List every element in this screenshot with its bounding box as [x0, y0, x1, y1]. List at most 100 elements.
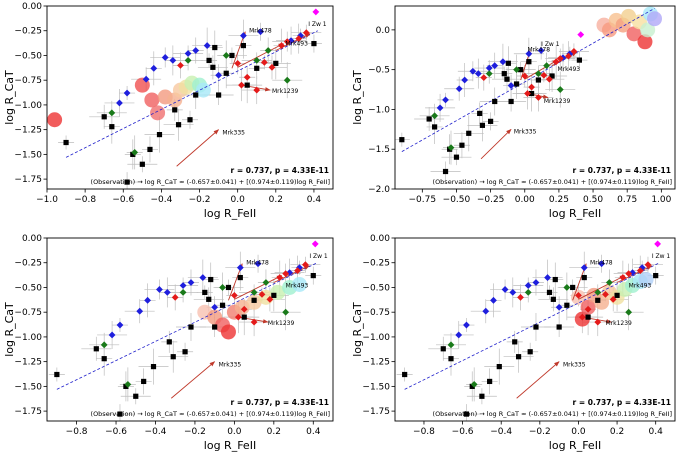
observation-point-black [570, 284, 576, 291]
y-tick-label: −0.75 [14, 308, 42, 318]
observation-point-blue [144, 296, 151, 304]
observation-point-red [636, 267, 644, 275]
correlation-stat: r = 0.737, p = 4.33E-11 [573, 398, 671, 407]
model-point [220, 324, 236, 340]
fit-formula: (Observation) → log R_CaT ≈ (-0.657±0.04… [91, 410, 330, 418]
observation-point-red [625, 270, 633, 278]
observation-point-black [466, 130, 472, 136]
observation-point-blue [215, 71, 222, 79]
source-annotation: Mrk335 [563, 362, 586, 369]
observation-point-black [223, 70, 229, 76]
observation-point-red [258, 290, 266, 298]
y-tick-label: −1.25 [14, 358, 42, 368]
fit-line [401, 8, 655, 152]
observation-point-black [187, 117, 193, 123]
observation-point-blue [116, 321, 124, 329]
observation-point-green [100, 341, 108, 349]
observation-point-blue [501, 286, 509, 293]
observation-point-black [117, 411, 123, 417]
observation-point-blue [555, 303, 563, 311]
x-tick-label: −0.6 [112, 195, 134, 205]
observation-point-green [282, 308, 290, 316]
observation-point-blue [123, 89, 131, 97]
y-axis-label: log R_CaT [351, 70, 364, 125]
y-tick-label: −1.75 [14, 407, 42, 417]
x-tick-label: 0.50 [583, 195, 603, 205]
observation-point-black [251, 297, 257, 303]
observation-point-red [594, 318, 602, 326]
shift-arrow [524, 59, 559, 80]
observation-point-red [545, 75, 553, 83]
observation-point-red [250, 318, 258, 326]
source-annotation: Mrk478 [590, 260, 613, 267]
observation-point-black [101, 356, 107, 362]
fit-line [56, 262, 318, 390]
observation-point-black [440, 346, 446, 352]
y-tick-label: −0.75 [14, 76, 42, 86]
y-axis-label: log R_CaT [3, 70, 16, 125]
x-tick-label: −0.2 [184, 427, 206, 437]
observation-point-green [513, 66, 520, 74]
observation-point-blue [524, 282, 532, 289]
y-tick-label: −0.50 [14, 283, 42, 293]
fit-line [404, 262, 660, 390]
y-tick-label: 0.0 [376, 26, 391, 36]
y-tick-label: 0.00 [22, 2, 42, 12]
axes-frame [46, 237, 334, 422]
observation-point-red [602, 290, 609, 298]
observation-point-black [576, 57, 582, 63]
observation-point-blue [254, 260, 262, 268]
observation-point-black [399, 137, 405, 143]
observation-point-black [504, 76, 510, 82]
x-tick-label: 1.00 [651, 195, 671, 205]
observation-point-blue [257, 28, 264, 36]
x-tick-label: −0.6 [452, 427, 474, 437]
observation-point-black [479, 393, 485, 399]
shift-arrow [170, 361, 216, 399]
axes-frame [394, 237, 676, 422]
observation-point-red [276, 274, 284, 281]
observation-point-black [535, 77, 542, 83]
panel-bottom-right: Mrk478 Mrk493 I Zw 1 Mrk1239 Mrk335 −0.8 −0.6 −… [351, 234, 676, 452]
observation-point-black [147, 146, 153, 153]
observation-point-black [54, 371, 60, 378]
y-tick-label: −1.50 [14, 150, 42, 160]
observation-point-black [585, 314, 591, 320]
x-tick-label: −0.8 [413, 427, 435, 437]
observation-point-black [614, 292, 620, 298]
observation-point-black [512, 339, 518, 345]
observation-point-blue [179, 282, 187, 289]
axes-frame [394, 5, 676, 190]
observation-point-green [485, 70, 493, 78]
observation-point-green [563, 284, 571, 291]
observation-point-blue [150, 64, 158, 72]
fit-line [65, 30, 318, 158]
x-tick-label: 0.4 [649, 427, 664, 437]
y-tick-label: 0.00 [22, 234, 42, 244]
x-tick-label: 0.2 [269, 195, 283, 205]
observation-point-red [521, 72, 529, 80]
model-point [638, 272, 654, 288]
correlation-stat: r = 0.737, p = 4.33E-11 [231, 166, 329, 175]
observation-point-green [625, 308, 633, 316]
y-tick-label: −0.25 [14, 259, 42, 269]
observation-point-blue [463, 321, 470, 329]
source-annotation: Mrk335 [222, 130, 245, 137]
observation-point-green [262, 279, 270, 286]
observation-point-green [222, 52, 230, 59]
observation-point-red [278, 42, 285, 49]
fit-formula: (Observation) → log R_CaT ≈ (-0.657±0.04… [433, 410, 672, 418]
observation-point-blue [199, 274, 207, 281]
observation-point-black [170, 354, 176, 360]
observation-point-blue [239, 32, 247, 40]
observation-point-red [301, 261, 309, 269]
observation-point-black [101, 114, 107, 120]
observation-point-black [225, 284, 232, 291]
observation-point-black [63, 139, 69, 146]
observation-point-green [524, 289, 532, 296]
source-annotation: Mrk478 [246, 260, 269, 267]
observation-point-red [171, 293, 179, 301]
observation-point-blue [485, 64, 493, 72]
model-point [150, 105, 166, 121]
observation-point-green [184, 57, 192, 64]
